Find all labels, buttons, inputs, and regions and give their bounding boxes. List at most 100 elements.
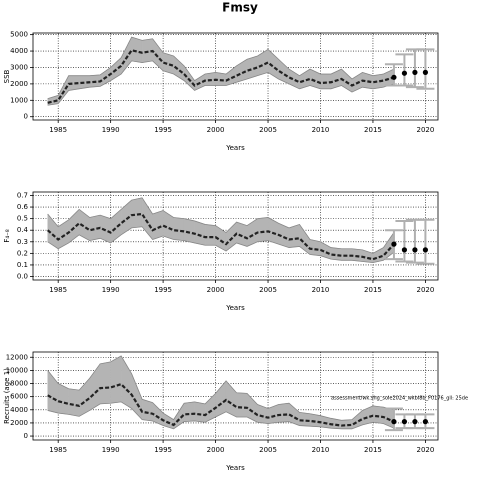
annotation: assessment/wk.shg_sole2024_wkbl8b_F0176_… <box>331 396 468 402</box>
x-tick-label: 1985 <box>49 126 67 134</box>
confidence-band <box>351 248 363 262</box>
x-tick-label: 2000 <box>207 446 225 454</box>
x-tick-label: 1985 <box>49 286 67 294</box>
projection-point <box>422 247 429 253</box>
projection-point <box>391 74 397 80</box>
x-tick-label: 2010 <box>312 286 330 294</box>
projection-point <box>401 419 408 425</box>
y-tick-label: 0.1 <box>17 261 28 269</box>
confidence-band <box>152 210 164 240</box>
x-axis-label: Years <box>225 464 245 472</box>
x-tick-label: 1995 <box>154 126 172 134</box>
y-tick-label: 2000 <box>10 419 28 427</box>
x-tick-label: 1990 <box>102 286 120 294</box>
y-tick-label: 6000 <box>10 393 28 401</box>
y-tick-label: 0.4 <box>17 226 29 234</box>
band-edge <box>47 226 395 264</box>
confidence-band <box>99 361 111 405</box>
projection-point <box>391 419 397 425</box>
y-tick-label: 1000 <box>10 96 28 104</box>
y-axis-label: F₄₋₈ <box>3 229 11 243</box>
band-edge <box>47 36 395 100</box>
x-tick-label: 2020 <box>416 286 434 294</box>
x-tick-label: 2010 <box>312 446 330 454</box>
confidence-band <box>141 399 153 422</box>
confidence-band <box>194 220 206 246</box>
x-tick-label: 2005 <box>259 446 277 454</box>
confidence-band <box>267 404 279 424</box>
x-tick-label: 1995 <box>154 286 172 294</box>
x-tick-label: 1990 <box>102 446 120 454</box>
projection-point <box>422 69 429 75</box>
confidence-band <box>162 210 174 240</box>
projection-point <box>422 419 429 425</box>
x-tick-label: 2005 <box>259 126 277 134</box>
median-line <box>46 212 395 261</box>
x-tick-label: 1995 <box>154 446 172 454</box>
median-line <box>47 382 395 427</box>
plot-frame <box>32 351 439 441</box>
x-tick-label: 2015 <box>364 446 382 454</box>
confidence-band <box>110 355 122 404</box>
projection-point <box>412 69 418 75</box>
confidence-band <box>194 401 206 423</box>
confidence-band <box>278 402 290 423</box>
band-edge <box>47 401 395 430</box>
y-tick-label: 10000 <box>6 366 28 374</box>
plot-frame <box>32 191 439 281</box>
confidence-band <box>236 392 248 418</box>
projection-point <box>401 247 408 253</box>
confidence-band <box>131 197 143 229</box>
y-tick-label: 0 <box>24 113 28 121</box>
y-tick-label: 0 <box>24 432 28 440</box>
y-tick-label: 0.7 <box>17 191 28 199</box>
band-edge <box>47 60 395 106</box>
projection-point <box>412 419 418 425</box>
confidence-band <box>236 221 248 247</box>
y-tick-label: 4000 <box>10 406 28 414</box>
y-tick-label: 0.0 <box>17 273 28 281</box>
confidence-band <box>257 217 269 243</box>
projection-point <box>412 247 418 253</box>
confidence-band <box>215 380 227 418</box>
x-tick-label: 1985 <box>49 446 67 454</box>
confidence-band <box>173 217 185 241</box>
confidence-band <box>120 37 132 75</box>
x-tick-label: 2020 <box>416 126 434 134</box>
projection-point <box>401 70 408 76</box>
confidence-band <box>372 405 384 424</box>
confidence-band <box>257 404 269 424</box>
x-axis-label: Years <box>225 144 245 152</box>
confidence-band <box>162 412 174 430</box>
confidence-band <box>383 406 395 429</box>
confidence-band <box>309 239 321 256</box>
confidence-band <box>288 224 300 248</box>
y-tick-label: 0.3 <box>17 238 28 246</box>
y-tick-label: 12000 <box>6 353 28 361</box>
x-tick-label: 2000 <box>207 286 225 294</box>
confidence-band <box>341 248 353 261</box>
y-tick-label: 0.2 <box>17 249 28 257</box>
y-tick-label: 4000 <box>10 47 28 55</box>
confidence-band <box>68 388 80 417</box>
x-tick-label: 1990 <box>102 126 120 134</box>
confidence-band <box>204 224 216 246</box>
x-tick-label: 2020 <box>416 446 434 454</box>
y-axis-label: Recruits (age 1) <box>3 368 11 424</box>
y-tick-label: 3000 <box>10 63 28 71</box>
y-tick-label: 2000 <box>10 80 28 88</box>
band-edge <box>47 197 395 254</box>
confidence-band <box>183 218 195 244</box>
median-line <box>47 48 395 104</box>
x-tick-label: 2000 <box>207 126 225 134</box>
y-axis-label: SSB <box>3 69 11 83</box>
x-tick-label: 2015 <box>364 126 382 134</box>
x-tick-label: 2010 <box>312 126 330 134</box>
projection-point <box>391 241 397 247</box>
band-edge <box>47 355 395 421</box>
y-tick-label: 8000 <box>10 380 28 388</box>
figure-title: Fmsy <box>222 1 258 15</box>
x-tick-label: 2015 <box>364 286 382 294</box>
confidence-band <box>183 401 195 422</box>
